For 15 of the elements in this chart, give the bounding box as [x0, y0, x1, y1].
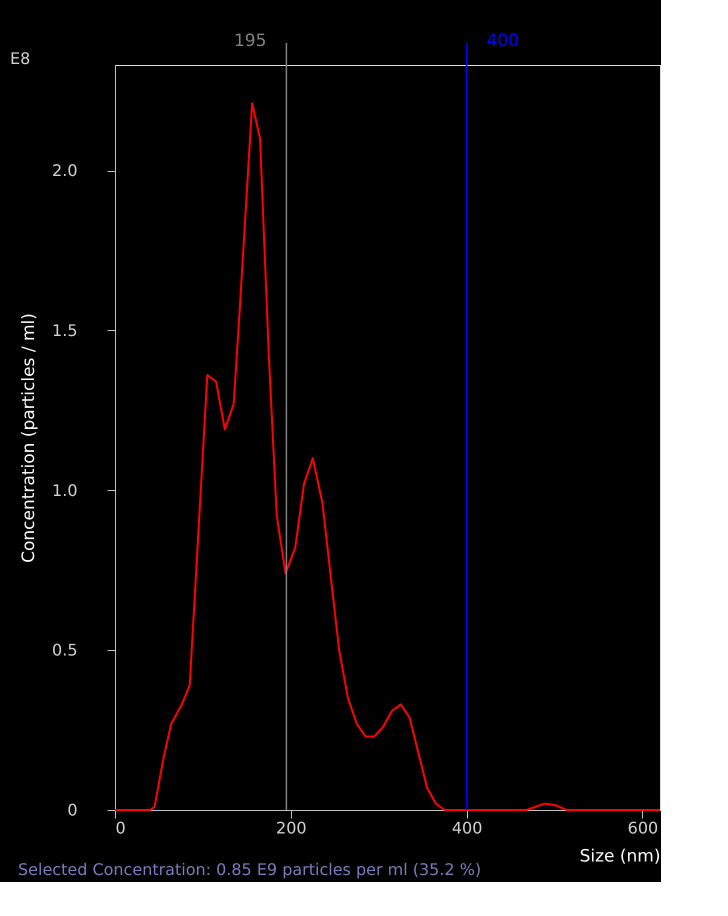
y-tick-label: 1.0: [52, 480, 78, 500]
x-tick-label: 0: [116, 818, 126, 838]
y-tick-label: 0: [67, 800, 78, 820]
y-tick-label: 0.5: [52, 640, 78, 660]
text: Selected Concentration: 0.85 E9 particles per ml (35.2 %): [18, 860, 482, 879]
x-axis-title: Size (nm): [580, 846, 660, 866]
y-tick-label: 1.5: [52, 320, 78, 340]
ref-line-label: 195: [234, 31, 266, 51]
text: E8: [10, 49, 30, 68]
y-axis-title: Concentration (particles / ml): [19, 313, 40, 563]
x-tick-label: 600: [628, 818, 658, 838]
ref-line-label: 400: [486, 31, 520, 51]
x-tick-label: 200: [276, 818, 307, 838]
y-tick-label: 2.0: [52, 161, 78, 180]
x-tick-label: 400: [452, 818, 482, 838]
